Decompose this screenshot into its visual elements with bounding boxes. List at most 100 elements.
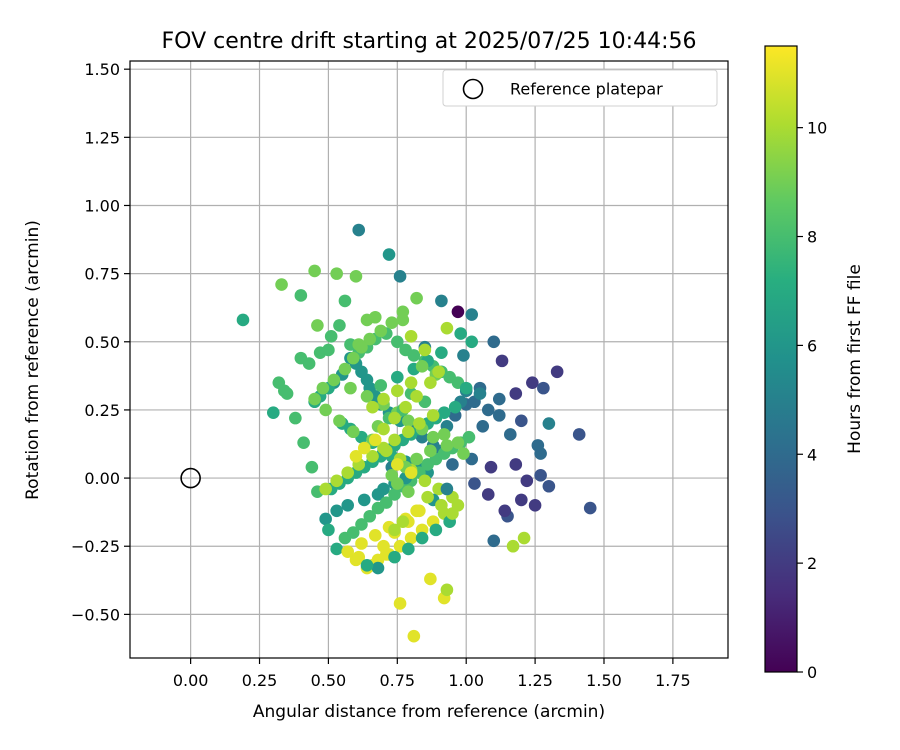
data-point [377,422,390,436]
data-point [509,387,523,400]
legend: Reference platepar [442,69,718,107]
data-point [371,488,385,501]
data-point [550,365,564,379]
data-point [305,460,319,474]
data-point [308,392,321,406]
data-point [391,477,404,490]
data-point [388,488,401,501]
data-point [437,428,451,441]
x-tick-label: 0.00 [173,671,209,690]
data-point [537,381,550,395]
data-point [487,335,501,349]
data-point [322,523,335,537]
colorbar-tick-label: 2 [807,554,817,573]
data-point [360,390,374,403]
data-point [366,400,379,414]
data-point [388,550,401,564]
data-point [388,411,401,425]
data-point [388,433,401,447]
data-point [391,458,404,471]
colorbar-tick-label: 10 [807,119,827,138]
data-point [418,343,432,357]
data-point [429,523,443,537]
reference-marker [180,467,201,489]
data-point [338,294,352,308]
data-point [410,291,423,305]
data-point [391,335,404,349]
data-point [330,504,343,518]
data-point [424,572,437,586]
data-point [481,488,495,501]
data-point [363,332,377,346]
data-point [399,400,412,414]
data-point [355,518,368,531]
data-point [388,523,401,537]
data-point [531,439,545,452]
y-tick-label: −0.50 [71,605,120,624]
data-point [404,330,418,343]
data-point [404,376,418,389]
data-point [424,444,437,458]
x-tick-label: 0.50 [311,671,347,690]
x-tick-label: 1.50 [586,671,622,690]
data-point [297,436,310,449]
data-point [465,335,479,349]
reference-platepar-marker [180,467,201,489]
data-point [393,270,407,283]
data-point [346,526,360,539]
data-point [448,400,462,414]
x-axis-ticks: 0.00 0.25 0.50 0.75 1.00 1.25 1.50 1.75 [173,658,691,690]
data-point [407,629,421,643]
data-point [322,343,335,357]
data-point [402,542,415,556]
data-point [357,441,371,455]
data-point [357,493,371,507]
data-point [355,340,368,354]
data-point [391,370,404,384]
data-point [385,316,399,329]
colorbar-label: Hours from first FF file [845,264,865,454]
y-tick-label: 1.50 [84,60,120,79]
data-point [457,349,470,362]
data-point [382,248,396,261]
data-point [440,482,454,496]
x-tick-label: 1.75 [655,671,691,690]
data-point [352,550,366,564]
colorbar-tick-label: 0 [807,663,817,682]
data-point [481,403,495,417]
data-point [404,466,418,479]
data-point [426,430,440,444]
data-point [330,267,343,280]
data-point [426,409,440,422]
data-point [311,319,324,332]
data-point [289,411,302,425]
data-point [344,381,357,395]
data-point [330,474,343,488]
data-point [459,381,473,395]
data-point [542,417,556,430]
data-point [520,474,534,488]
data-point [413,504,426,518]
data-point [476,419,490,433]
data-point [446,507,459,520]
data-point [410,390,423,403]
data-point [374,379,388,392]
data-point [498,504,512,518]
x-tick-label: 1.25 [517,671,553,690]
data-point [446,458,459,471]
data-point [487,534,501,548]
data-point [379,496,393,509]
data-point [377,392,390,406]
data-point [302,357,316,370]
data-point [413,417,426,430]
data-point [355,537,368,550]
data-point [294,289,308,302]
data-point [515,493,528,507]
data-point [451,305,465,319]
data-point [330,542,343,556]
data-point [341,545,355,558]
data-point [371,561,385,575]
data-point [374,324,388,338]
colorbar-tick-label: 4 [807,445,817,464]
